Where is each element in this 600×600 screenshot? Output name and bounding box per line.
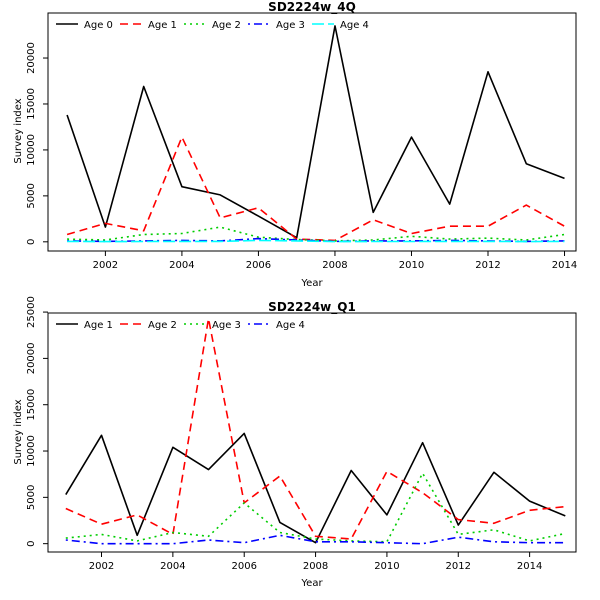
y-tick-label: 10000	[26, 435, 37, 467]
series-group	[66, 25, 565, 243]
legend-label: Age 4	[276, 320, 305, 331]
x-tick-label: 2010	[374, 561, 399, 572]
legend-label: Age 3	[276, 20, 305, 31]
legend: Age 1 Age 2 Age 3 Age 4	[56, 320, 305, 331]
legend-label: Age 3	[212, 320, 241, 331]
x-tick-label: 2004	[169, 260, 194, 271]
series-line-age-4	[67, 239, 565, 243]
y-tick-label: 15000	[26, 88, 37, 120]
x-tick-label: 2006	[246, 260, 271, 271]
series-line-age-2	[65, 317, 566, 540]
series-line-age-4	[65, 534, 566, 545]
y-tick-label: 0	[26, 540, 37, 546]
x-tick-label: 2006	[231, 561, 256, 572]
chart-panel-4q: SD2224w_4Q Year Survey index 2002 2004 200…	[13, 0, 577, 289]
x-tick-label: 2012	[446, 561, 471, 572]
y-tick-label: 5000	[26, 485, 37, 510]
x-tick-label: 2012	[475, 260, 500, 271]
x-tick-label: 2010	[399, 260, 424, 271]
legend-label: Age 1	[148, 20, 177, 31]
legend-label: Age 1	[84, 320, 113, 331]
legend-label: Age 2	[148, 320, 177, 331]
series-group	[65, 317, 566, 545]
chart-panel-q1: SD2224w_Q1 Year Survey index 2002 2004 200…	[13, 296, 577, 589]
x-tick-label: 2004	[160, 561, 185, 572]
legend-label: Age 2	[212, 20, 241, 31]
y-tick-label: 5000	[26, 183, 37, 208]
series-line-age-0	[66, 25, 565, 239]
y-tick-label: 15000	[26, 389, 37, 421]
x-axis-label: Year	[300, 578, 323, 589]
plot-frame	[47, 312, 577, 553]
y-axis: 0 5000 10000 15000 20000	[26, 42, 48, 245]
series-line-age-1	[65, 432, 566, 544]
y-axis-label: Survey index	[13, 399, 24, 464]
y-tick-label: 20000	[26, 342, 37, 374]
x-axis: 2002 2004 2006 2008 2010 2012 2014	[93, 251, 577, 271]
legend-label: Age 4	[340, 20, 369, 31]
x-axis: 2002 2004 2006 2008 2010 2012 2014	[89, 552, 542, 572]
y-axis: 0 5000 10000 15000 20000 25000	[26, 296, 48, 547]
series-line-age-1	[66, 136, 565, 242]
x-tick-label: 2014	[552, 260, 577, 271]
y-tick-label: 0	[26, 239, 37, 245]
y-axis-label: Survey index	[13, 98, 24, 163]
x-axis-label: Year	[300, 278, 323, 289]
legend-label: Age 0	[84, 20, 113, 31]
series-line-age-3	[65, 472, 566, 543]
x-tick-label: 2002	[89, 561, 114, 572]
x-tick-label: 2014	[517, 561, 542, 572]
x-tick-label: 2008	[322, 260, 347, 271]
y-tick-label: 10000	[26, 134, 37, 166]
x-tick-label: 2002	[93, 260, 118, 271]
plot-frame	[47, 12, 577, 252]
y-tick-label: 25000	[26, 296, 37, 328]
y-tick-label: 20000	[26, 42, 37, 74]
chart-title: SD2224w_Q1	[268, 300, 356, 315]
legend: Age 0 Age 1 Age 2 Age 3 Age 4	[56, 20, 369, 31]
chart-title: SD2224w_4Q	[268, 0, 356, 15]
x-tick-label: 2008	[303, 561, 328, 572]
